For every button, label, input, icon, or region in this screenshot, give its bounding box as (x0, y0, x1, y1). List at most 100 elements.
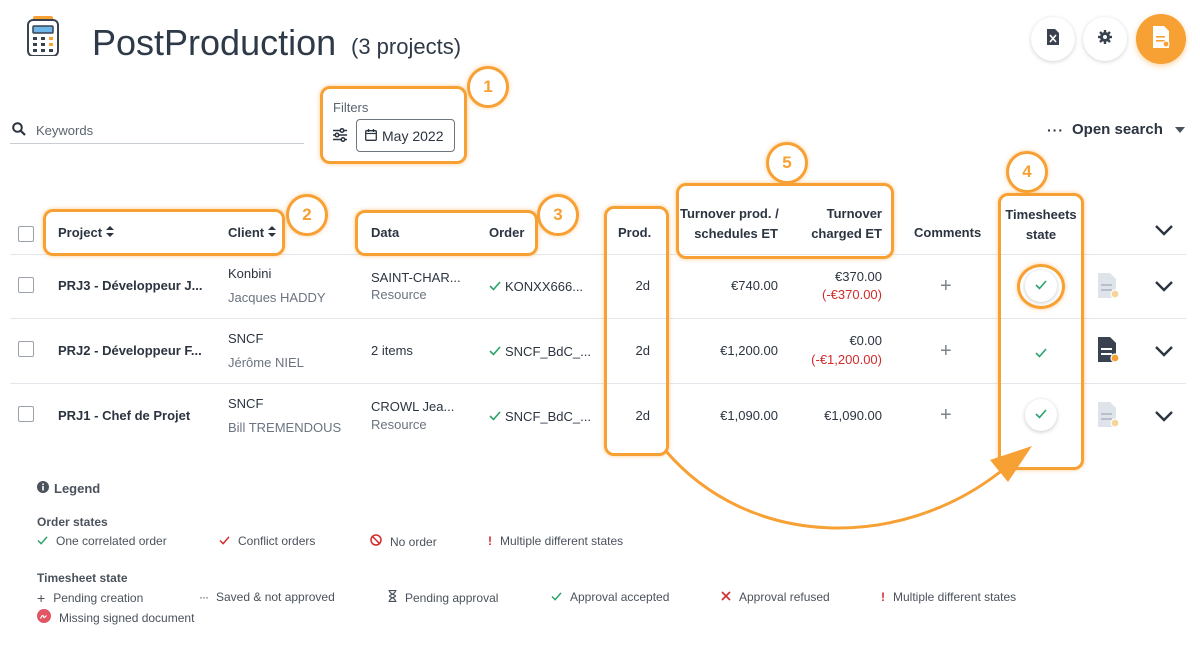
filters-label: Filters (333, 100, 369, 115)
check-icon (489, 409, 501, 424)
dots-icon: ··· (199, 590, 209, 604)
data-main: CROWL Jea... (371, 399, 455, 414)
annotation-box-filters (320, 86, 467, 164)
export-excel-button[interactable] (1031, 17, 1075, 61)
expand-row-chevron-icon[interactable] (1154, 279, 1174, 297)
legend-label: Multiple different states (893, 590, 1017, 604)
turnover-prod-value: €1,090.00 (720, 408, 778, 423)
annotation-circle-timesheet-state (1017, 264, 1065, 309)
expand-row-chevron-icon[interactable] (1154, 344, 1174, 362)
filter-settings-icon[interactable] (333, 127, 347, 147)
order-cell[interactable]: SNCF_BdC_... (489, 409, 591, 424)
annotation-arrow (663, 446, 1032, 530)
legend-title-text: Legend (54, 481, 101, 496)
sort-project-header[interactable]: Project (58, 225, 115, 240)
search-icon (12, 122, 26, 141)
open-search-button[interactable]: ··· Open search (1047, 121, 1163, 138)
legend-approval-refused: Approval refused (721, 590, 830, 604)
charged-difference: (-€370.00) (822, 287, 882, 302)
settings-button[interactable] (1083, 17, 1127, 61)
annotation-box-prod (604, 206, 669, 456)
annotation-box-data-order (355, 210, 538, 256)
column-client-label: Client (228, 225, 265, 240)
charged-difference: (-€1,200.00) (811, 352, 882, 367)
prod-days: 2d (635, 343, 650, 358)
project-name[interactable]: PRJ2 - Développeur F... (58, 343, 202, 358)
charged-value: €0.00 (849, 333, 882, 348)
annotation-box-turnover (676, 183, 894, 259)
check-icon (551, 590, 562, 604)
order-cell[interactable]: KONXX666... (489, 279, 583, 294)
legend-label: Approval accepted (570, 590, 670, 604)
excel-file-icon (1046, 28, 1060, 50)
missing-signature-icon (37, 609, 51, 626)
pending-document-icon[interactable] (1097, 401, 1121, 434)
legend-label: Approval refused (739, 590, 830, 604)
add-comment-plus-icon[interactable]: + (940, 340, 952, 362)
column-order-header: Order (489, 225, 525, 240)
caret-down-icon[interactable] (1175, 127, 1185, 133)
row-divider (10, 383, 1186, 384)
legend-label: Missing signed document (59, 610, 195, 625)
annotation-box-timesheets (998, 193, 1084, 470)
legend-label: Saved & not approved (216, 590, 335, 604)
client-name: SNCF (228, 396, 264, 411)
project-name[interactable]: PRJ1 - Chef de Projet (58, 408, 191, 423)
legend-missing-signed-document: Missing signed document (37, 609, 194, 626)
check-icon (489, 344, 501, 359)
row-checkbox[interactable] (18, 406, 34, 422)
legend-label: No order (390, 534, 437, 549)
client-contact[interactable]: Jérôme NIEL (228, 355, 304, 370)
order-ref: SNCF_BdC_... (505, 344, 591, 359)
client-contact[interactable]: Bill TREMENDOUS (228, 420, 342, 435)
open-search-label: Open search (1072, 121, 1163, 138)
pending-document-icon[interactable] (1097, 272, 1121, 305)
prod-days: 2d (635, 278, 650, 293)
data-main: 2 items (371, 343, 413, 358)
calendar-icon (365, 128, 377, 144)
signed-document-icon[interactable] (1097, 336, 1121, 369)
expand-row-chevron-icon[interactable] (1154, 409, 1174, 427)
no-entry-icon (370, 534, 382, 549)
client-name: SNCF (228, 331, 264, 346)
annotation-marker: 4 (1006, 151, 1048, 193)
charged-value: €370.00 (835, 269, 882, 284)
column-prod-header: Prod. (618, 225, 652, 240)
column-project-label: Project (58, 225, 103, 240)
generate-document-button[interactable] (1136, 14, 1186, 64)
sort-client-header[interactable]: Client (228, 225, 277, 240)
legend-label: Conflict orders (238, 534, 316, 548)
column-turnover-prod-header-line2: schedules ET (694, 226, 778, 241)
column-turnover-charged-header-line2: charged ET (811, 226, 882, 241)
column-comments-header: Comments (914, 225, 982, 240)
data-main: SAINT-CHAR... (371, 270, 461, 285)
calculator-icon (27, 16, 59, 57)
project-name[interactable]: PRJ3 - Développeur J... (58, 278, 203, 293)
keywords-search-input[interactable] (36, 119, 304, 141)
legend-pending-creation: + Pending creation (37, 590, 143, 606)
timesheet-approved-check-icon[interactable] (1035, 345, 1047, 363)
column-turnover-charged-header-line1: Turnover (826, 206, 882, 221)
legend-multiple-different-states: ! Multiple different states (881, 590, 1016, 604)
timesheet-state-title: Timesheet state (37, 571, 128, 585)
select-all-checkbox[interactable] (18, 226, 34, 242)
legend-one-correlated-order: One correlated order (37, 534, 167, 548)
date-filter-chip[interactable]: May 2022 (356, 119, 455, 152)
turnover-prod-value: €1,200.00 (720, 343, 778, 358)
turnover-prod-value: €740.00 (731, 278, 778, 293)
row-checkbox[interactable] (18, 341, 34, 357)
annotation-box-project-client (43, 209, 285, 256)
document-icon (1152, 25, 1170, 53)
client-contact[interactable]: Jacques HADDY (228, 290, 326, 305)
legend-no-order: No order (370, 534, 437, 549)
add-comment-plus-icon[interactable]: + (940, 275, 952, 297)
red-check-icon (219, 534, 230, 548)
data-sub: Resource (371, 417, 427, 432)
order-cell[interactable]: SNCF_BdC_... (489, 344, 591, 359)
column-data-header: Data (371, 225, 400, 240)
add-comment-plus-icon[interactable]: + (940, 404, 952, 426)
check-icon (489, 279, 501, 294)
row-checkbox[interactable] (18, 277, 34, 293)
expand-all-chevron-icon[interactable] (1154, 223, 1174, 241)
timesheet-state-button[interactable] (1025, 399, 1057, 431)
